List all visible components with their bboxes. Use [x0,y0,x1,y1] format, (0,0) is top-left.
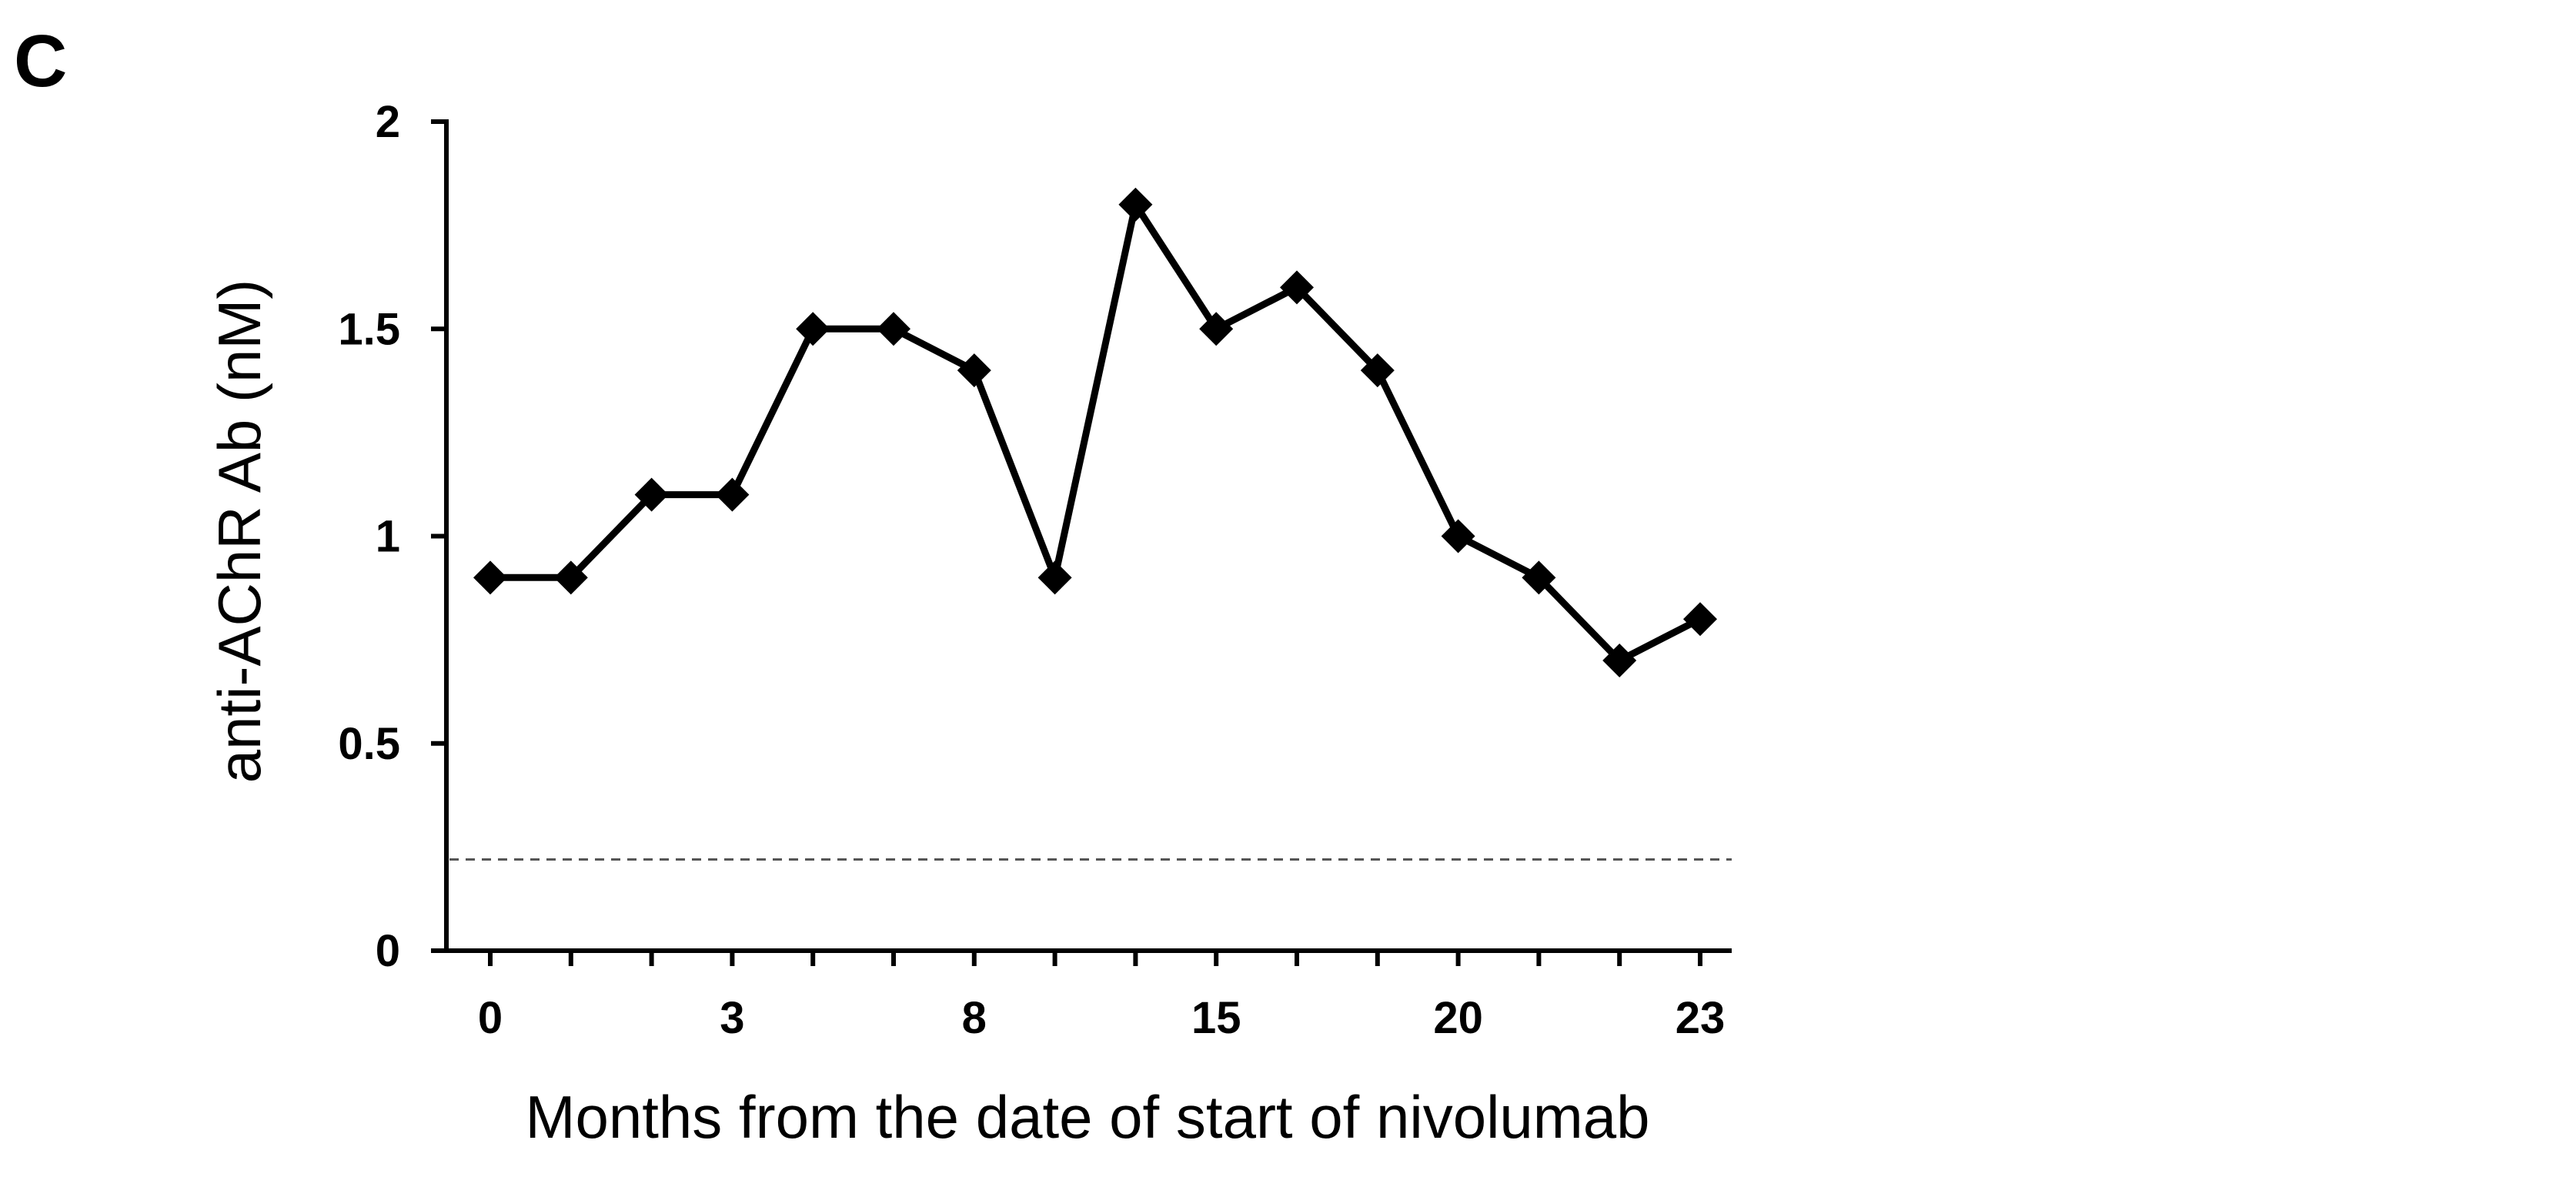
x-tick-label: 3 [720,993,744,1043]
x-tick-label: 8 [962,993,987,1043]
data-point [1199,312,1234,346]
data-point [877,312,910,346]
x-ticks: 0 3 8 15 20 23 [478,951,1725,1043]
data-point [1280,270,1314,305]
y-tick-label: 1.5 [338,304,400,354]
y-tick-label: 2 [376,97,400,147]
panel-letter: C [14,20,67,102]
x-tick-label: 15 [1191,993,1241,1043]
data-point [473,560,507,595]
data-point [1118,187,1153,222]
data-point [634,477,669,512]
y-tick-label: 0 [376,926,400,976]
data-point [1683,602,1717,637]
data-point [1037,560,1072,595]
data-point [1360,353,1395,388]
series-group [473,187,1717,678]
data-point [715,477,750,512]
y-tick-label: 1 [376,512,400,562]
data-point [957,353,991,388]
data-point [553,560,588,595]
data-point [1602,644,1637,678]
y-tick-label: 0.5 [338,719,400,769]
y-ticks: 0 0.5 1 1.5 2 [338,97,446,976]
y-axis-title: anti-AChR Ab (nM) [205,279,273,784]
data-point [796,312,830,346]
x-axis-title: Months from the date of start of nivolum… [525,1083,1649,1151]
data-point [1522,560,1556,595]
data-point [1441,519,1475,553]
x-tick-label: 20 [1433,993,1483,1043]
x-tick-label: 23 [1676,993,1726,1043]
series-line [490,201,1702,664]
x-tick-label: 0 [478,993,503,1043]
